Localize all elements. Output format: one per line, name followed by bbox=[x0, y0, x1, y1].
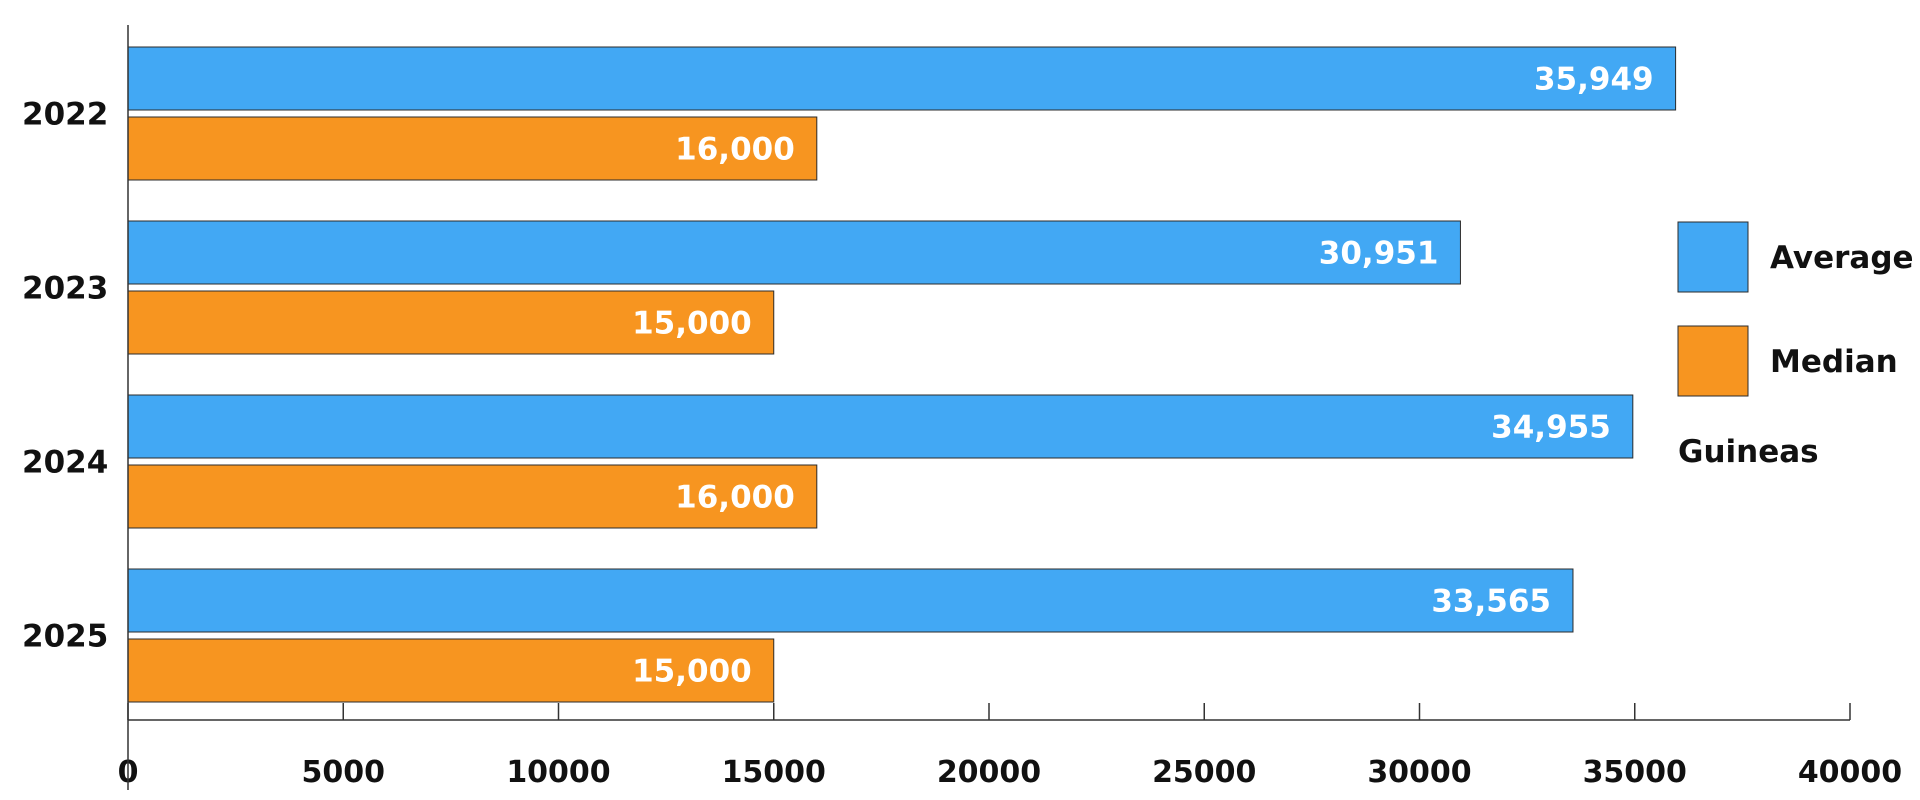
bar-average-2022 bbox=[127, 46, 1677, 111]
bar-median-2023 bbox=[127, 290, 775, 355]
legend: Average Median Guineas bbox=[1677, 221, 1914, 470]
bars-layer bbox=[127, 46, 1677, 703]
data-label-average-2024: 34,955 bbox=[1491, 410, 1611, 446]
legend-swatch-median bbox=[1677, 325, 1749, 397]
category-label-2022: 2022 bbox=[22, 97, 108, 133]
data-label-median-2022: 16,000 bbox=[675, 132, 795, 168]
data-label-median-2025: 15,000 bbox=[632, 654, 752, 690]
category-label-2023: 2023 bbox=[22, 271, 108, 307]
bar-average-2025 bbox=[127, 568, 1574, 633]
data-label-median-2023: 15,000 bbox=[632, 306, 752, 342]
bar-average-2023 bbox=[127, 220, 1461, 285]
legend-swatch-average bbox=[1677, 221, 1749, 293]
bar-median-2025 bbox=[127, 638, 775, 703]
x-tick-label-5000: 5000 bbox=[302, 755, 386, 790]
x-tick-label-30000: 30000 bbox=[1367, 755, 1471, 790]
category-label-2025: 2025 bbox=[22, 619, 108, 655]
data-label-average-2023: 30,951 bbox=[1319, 236, 1439, 272]
category-label-2024: 2024 bbox=[22, 445, 108, 481]
x-tick-label-20000: 20000 bbox=[937, 755, 1041, 790]
x-tick-label-25000: 25000 bbox=[1152, 755, 1256, 790]
data-label-average-2025: 33,565 bbox=[1431, 584, 1551, 620]
legend-label-median: Median bbox=[1770, 344, 1898, 380]
data-label-median-2024: 16,000 bbox=[675, 480, 795, 516]
bar-labels-layer: 35,949 16,000 30,951 15,000 34,955 16,000 33,5… bbox=[632, 62, 1653, 690]
bar-median-2024 bbox=[127, 464, 818, 529]
unit-note: Guineas bbox=[1678, 434, 1819, 470]
bar-average-2024 bbox=[127, 394, 1634, 459]
x-ticks-layer: 0 5000 10000 15000 20000 25000 30000 35000 40000 bbox=[118, 703, 1902, 790]
category-labels-layer: 2022 2023 2024 2025 bbox=[22, 97, 108, 655]
x-tick-label-35000: 35000 bbox=[1583, 755, 1687, 790]
data-label-average-2022: 35,949 bbox=[1534, 62, 1654, 98]
legend-label-average: Average bbox=[1770, 240, 1914, 276]
x-tick-label-10000: 10000 bbox=[506, 755, 610, 790]
bar-median-2022 bbox=[127, 116, 818, 181]
x-tick-label-15000: 15000 bbox=[722, 755, 826, 790]
x-tick-label-40000: 40000 bbox=[1798, 755, 1902, 790]
